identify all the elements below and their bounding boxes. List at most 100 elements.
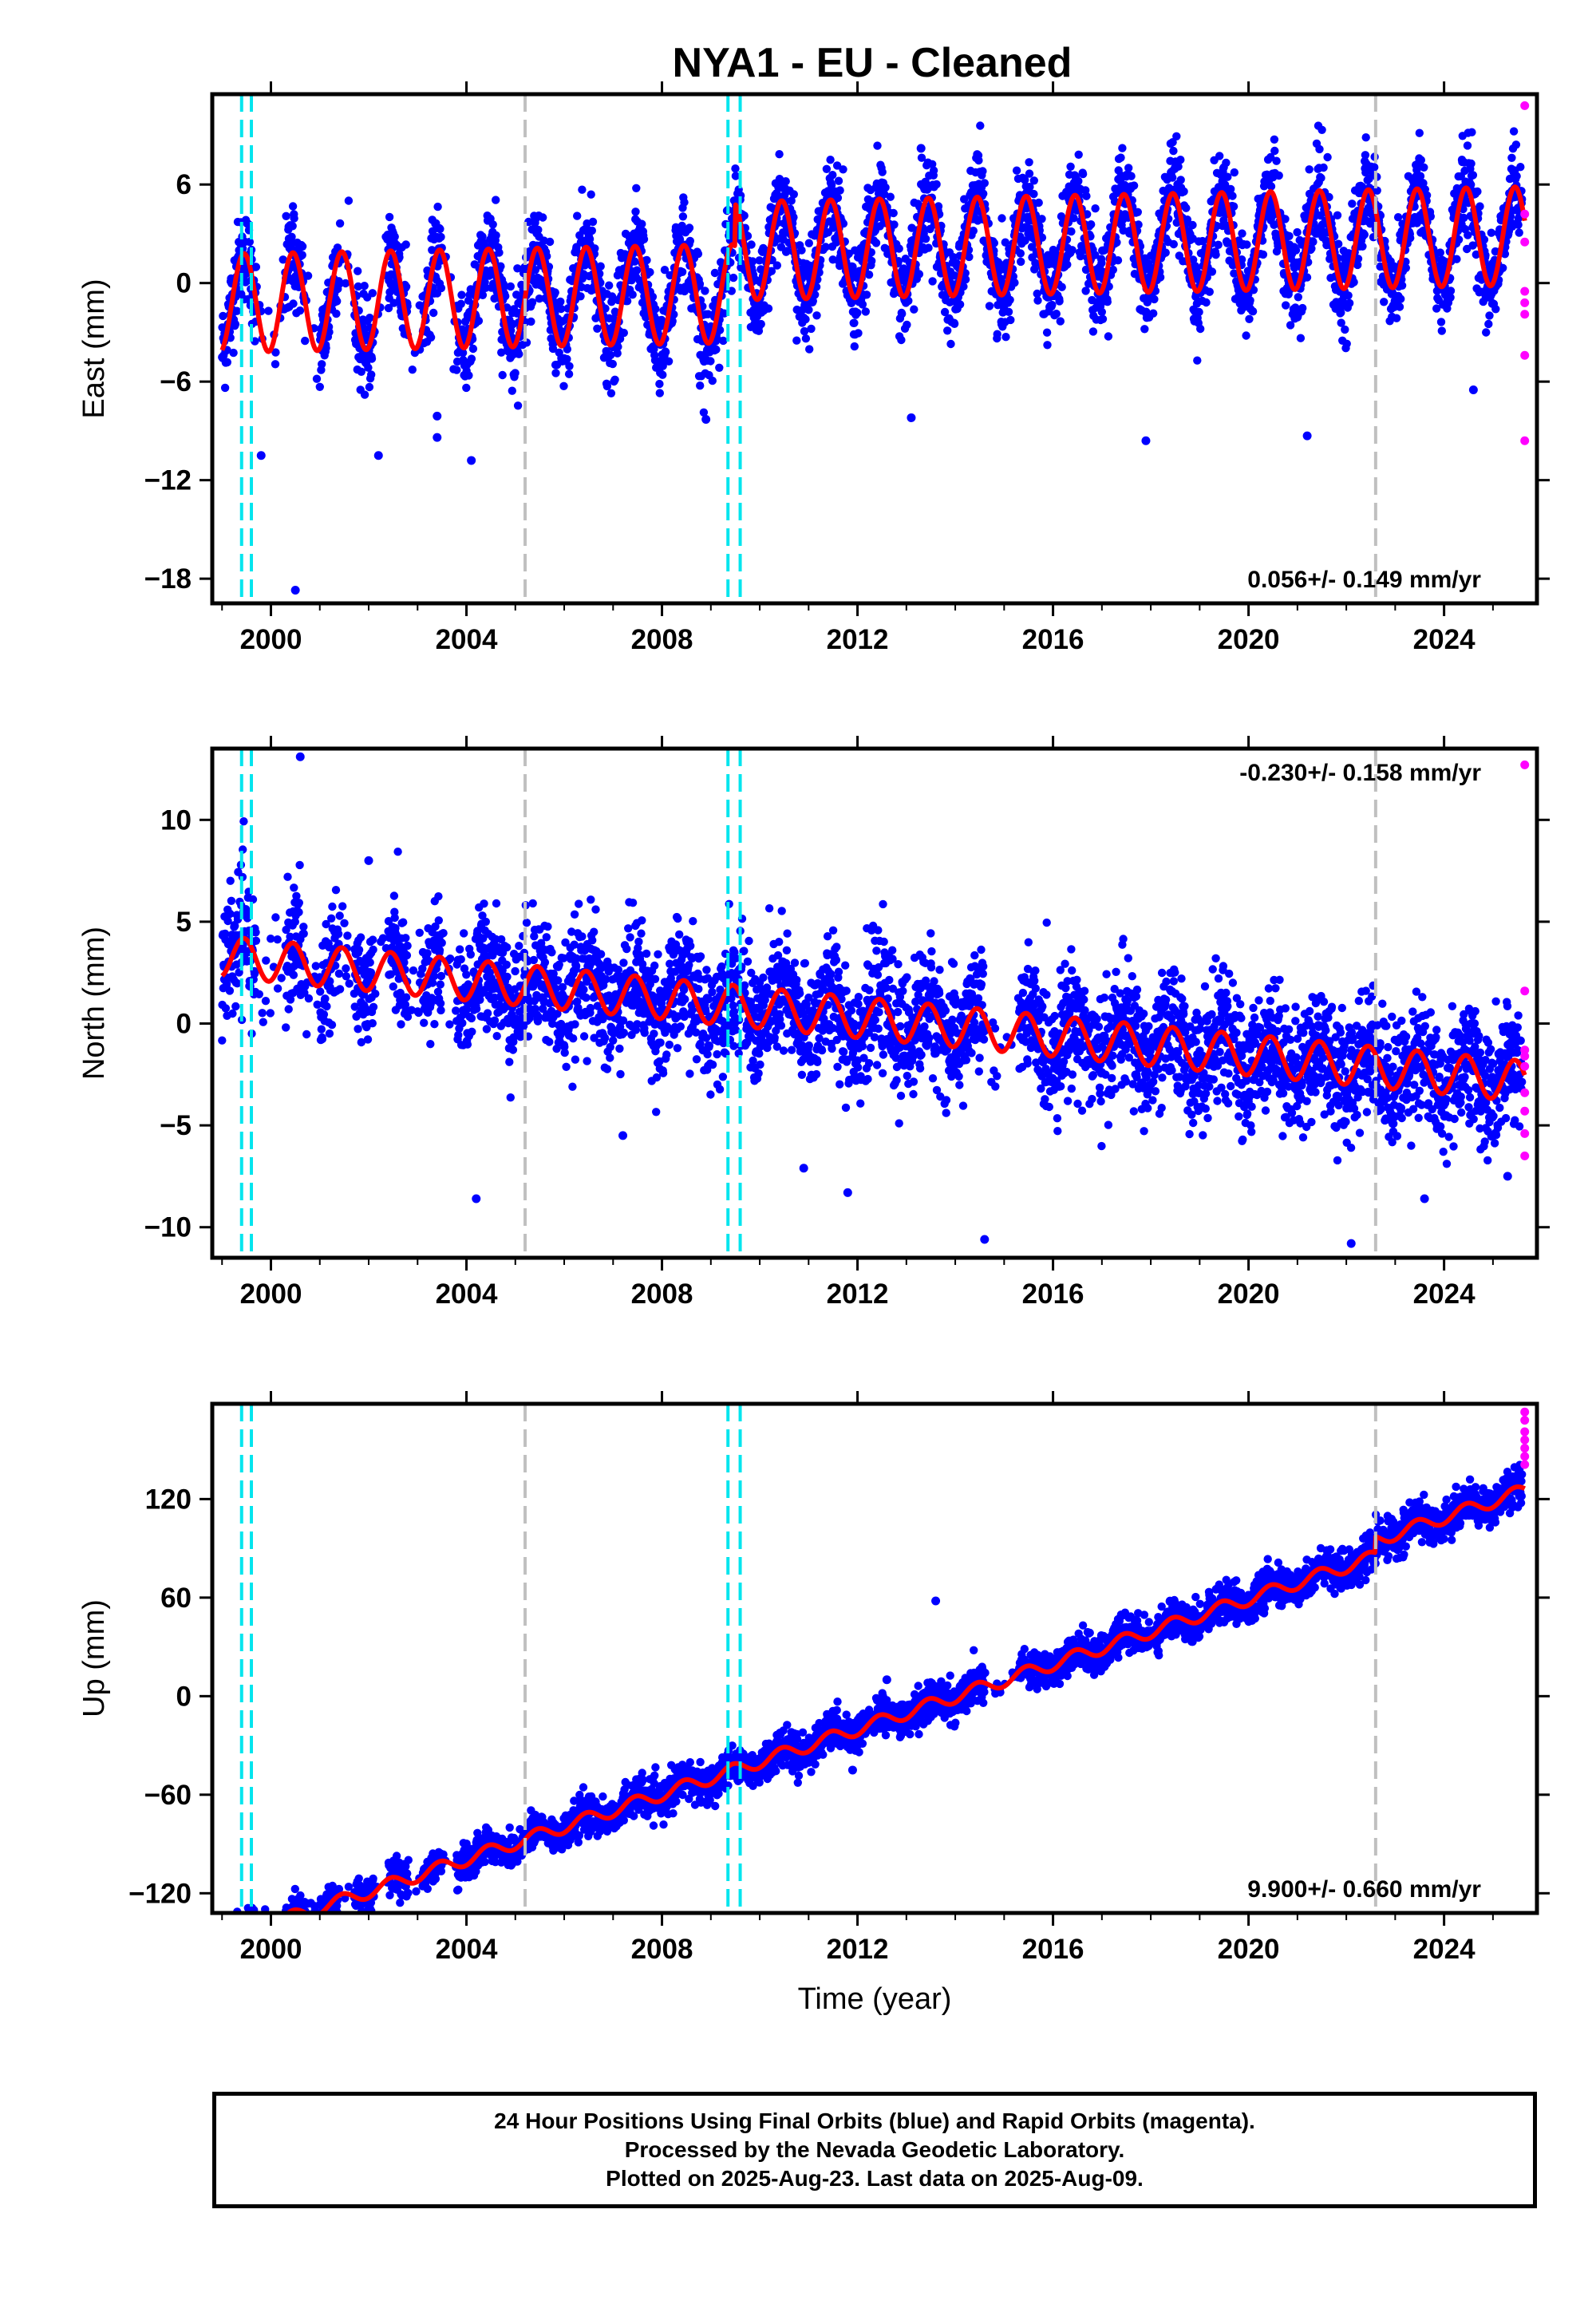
east-final-point — [1222, 158, 1231, 168]
north-final-point — [492, 899, 501, 908]
north-final-point — [340, 919, 349, 928]
east-final-point — [1150, 294, 1159, 304]
north-final-point — [342, 964, 350, 973]
east-final-point — [1124, 164, 1133, 172]
east-final-point — [578, 185, 587, 194]
north-final-point — [435, 946, 444, 955]
east-final-point — [1294, 293, 1303, 302]
east-final-point — [1436, 318, 1446, 326]
east-final-point — [1097, 307, 1107, 317]
east-final-point — [848, 263, 857, 271]
east-final-point — [1315, 144, 1324, 154]
east-final-point — [710, 268, 720, 278]
north-final-point — [492, 1032, 501, 1041]
north-final-point — [322, 1002, 331, 1011]
east-final-point — [839, 165, 847, 174]
east-final-point — [960, 195, 969, 204]
east-final-point — [468, 344, 478, 354]
north-final-point — [456, 954, 465, 964]
east-final-point — [854, 329, 863, 338]
east-final-point — [1333, 211, 1342, 219]
north-final-point — [318, 1034, 327, 1044]
east-final-point — [801, 334, 811, 343]
east-final-point — [719, 336, 728, 346]
east-final-point — [1195, 307, 1203, 317]
north-final-point — [334, 969, 344, 978]
east-final-point — [303, 271, 313, 280]
east-final-point — [1468, 128, 1476, 136]
east-final-point — [827, 180, 836, 190]
east-final-point — [1029, 189, 1038, 199]
east-final-point — [495, 248, 504, 257]
north-final-point — [579, 1032, 589, 1041]
east-final-point — [1491, 305, 1500, 314]
east-final-point — [804, 239, 813, 247]
north-final-point — [542, 933, 551, 942]
east-final-point — [232, 306, 242, 315]
east-outlier-point — [256, 451, 266, 460]
north-final-point — [343, 931, 352, 940]
east-final-point — [298, 242, 307, 251]
east-final-point — [1245, 314, 1254, 323]
north-final-point — [429, 971, 439, 981]
east-final-point — [757, 319, 765, 329]
north-final-point — [316, 987, 325, 996]
east-final-point — [890, 220, 899, 229]
north-final-point — [290, 883, 298, 892]
north-final-point — [226, 909, 235, 919]
north-final-point — [483, 1009, 492, 1018]
east-final-point — [1446, 287, 1456, 295]
east-final-point — [736, 191, 745, 200]
north-final-point — [502, 960, 511, 970]
east-final-point — [950, 271, 959, 280]
east-final-point — [556, 304, 566, 314]
east-final-point — [1467, 159, 1476, 168]
east-final-point — [1317, 125, 1326, 134]
east-final-point — [605, 281, 614, 290]
east-final-point — [1341, 325, 1349, 334]
east-final-point — [318, 360, 326, 369]
north-final-point — [262, 956, 271, 965]
east-final-point — [628, 290, 637, 299]
north-final-point — [356, 933, 365, 942]
east-final-point — [1302, 273, 1312, 282]
east-final-point — [767, 267, 776, 275]
north-final-point — [568, 1082, 577, 1091]
east-final-point — [401, 240, 410, 249]
north-final-point — [506, 1093, 515, 1102]
east-final-point — [650, 345, 658, 354]
east-final-point — [357, 367, 365, 376]
east-y-tick-label: 0 — [176, 268, 192, 299]
east-final-point — [729, 273, 738, 283]
east-final-point — [864, 271, 874, 279]
east-x-tick-label: 2016 — [1022, 624, 1084, 655]
east-final-point — [608, 359, 617, 369]
east-final-point — [695, 279, 705, 288]
east-final-point — [959, 282, 968, 291]
east-final-point — [1037, 215, 1046, 223]
north-final-point — [437, 1006, 445, 1015]
east-y-tick-label: −6 — [160, 366, 192, 397]
north-final-point — [354, 1025, 362, 1034]
east-final-point — [1016, 249, 1025, 258]
east-final-point — [943, 326, 952, 335]
east-final-point — [764, 304, 773, 313]
north-final-point — [226, 876, 235, 885]
east-final-point — [743, 231, 753, 240]
east-final-point — [1161, 248, 1170, 257]
east-final-point — [279, 255, 287, 264]
east-final-point — [515, 350, 523, 358]
east-outlier-point — [433, 433, 442, 442]
east-final-point — [1487, 228, 1496, 237]
east-final-point — [1082, 192, 1091, 200]
east-final-point — [401, 283, 411, 291]
east-final-point — [783, 247, 792, 255]
east-final-point — [685, 236, 694, 246]
east-final-point — [889, 208, 898, 218]
east-final-point — [1392, 314, 1401, 322]
east-final-point — [1081, 287, 1090, 295]
east-final-point — [606, 389, 616, 397]
east-final-point — [501, 291, 510, 301]
east-x-tick-label: 2020 — [1218, 624, 1280, 655]
east-final-point — [759, 243, 768, 253]
